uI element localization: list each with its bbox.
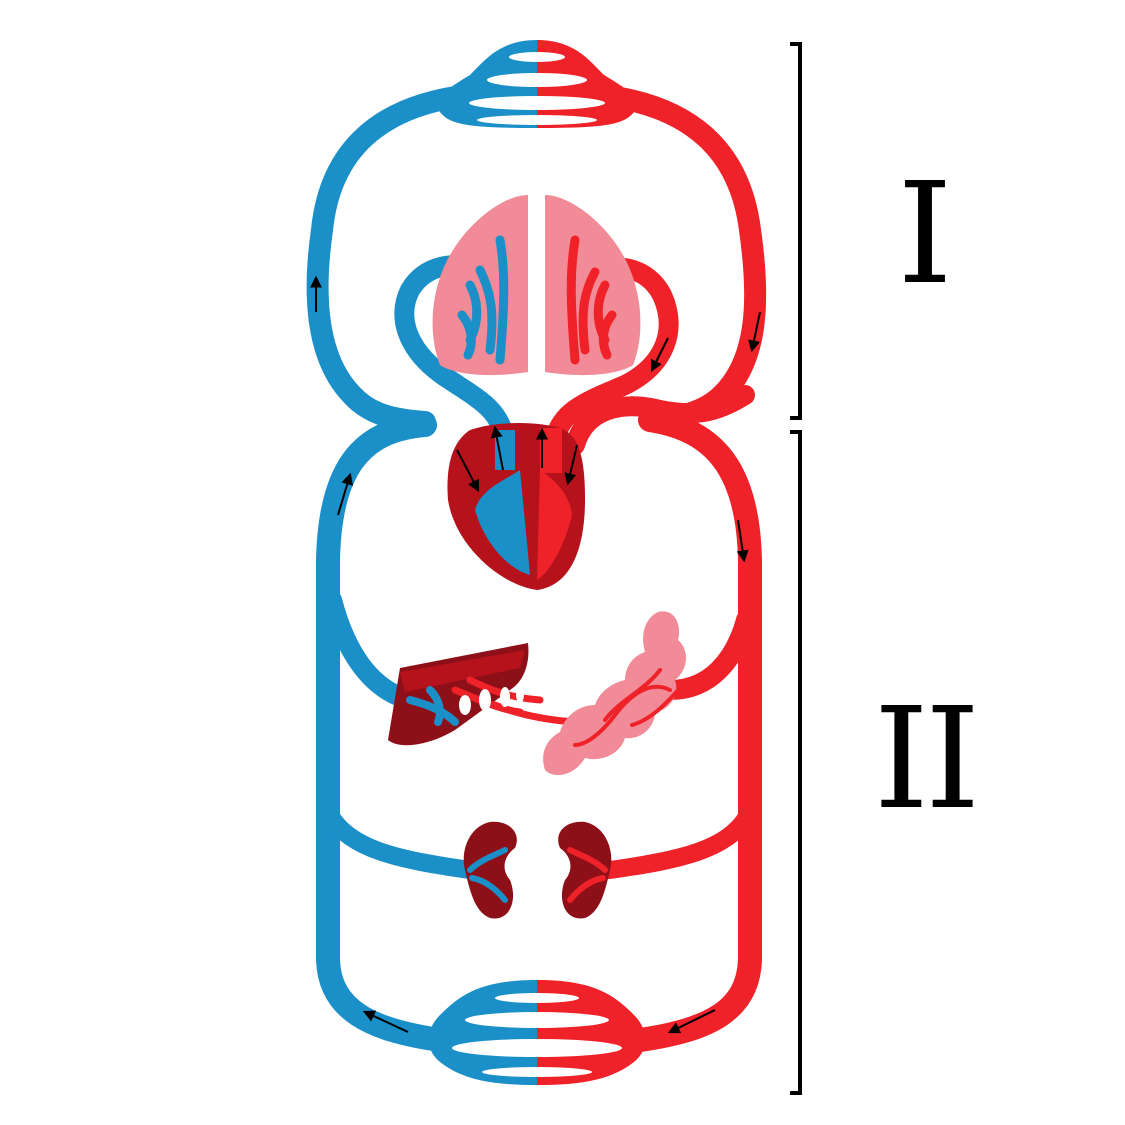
bracket-lower (790, 430, 802, 1095)
leg-capillary-icon (428, 980, 646, 1085)
lungs-icon (432, 195, 641, 376)
lower-loop-label: II (873, 678, 981, 841)
intestine-icon (543, 611, 686, 776)
upper-loop-label: I (897, 153, 953, 316)
bracket-upper (790, 42, 802, 420)
systemic-vessels (306, 84, 767, 1052)
heart-icon (447, 423, 585, 590)
liver-icon (388, 643, 579, 746)
left-lung (432, 195, 528, 376)
kidney-artery-branch (601, 806, 757, 879)
kidney-vein-branch (321, 806, 479, 879)
pulmonary-artery (394, 255, 515, 450)
lower-right-artery (628, 408, 762, 1052)
head-capillary-icon (436, 40, 638, 128)
gut-artery-branch (660, 610, 756, 700)
lower-left-vein (316, 413, 452, 1052)
flow-arrow-icon (310, 275, 761, 1034)
aorta (565, 385, 755, 455)
kidney-icon (463, 821, 612, 919)
